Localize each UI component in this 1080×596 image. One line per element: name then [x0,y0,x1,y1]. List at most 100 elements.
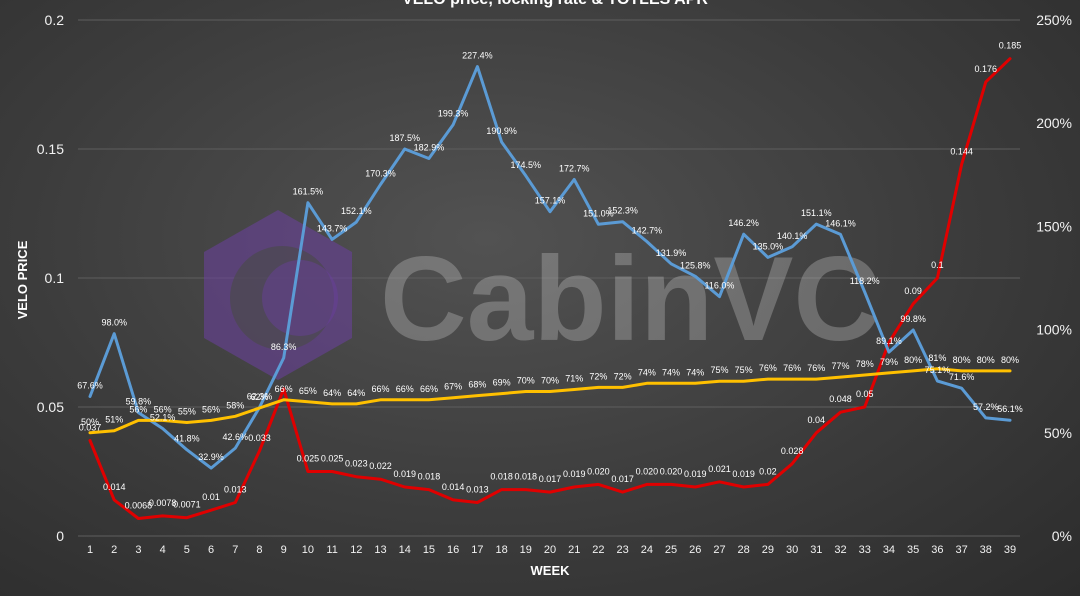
data-point [525,175,527,177]
data-label: 76% [783,363,801,373]
data-label: 80% [953,355,971,365]
x-tick-label: 35 [907,544,919,556]
x-tick-label: 22 [592,544,604,556]
data-label: 72% [589,371,607,381]
data-label: 0.019 [684,469,707,479]
x-tick-label: 25 [665,544,677,556]
data-label: 0.025 [321,454,344,464]
y2-tick-label: 0% [1052,528,1072,544]
data-point [864,291,866,293]
data-label: 0.02 [759,466,777,476]
x-tick-label: 28 [738,544,750,556]
data-point [670,263,672,265]
x-tick-label: 38 [980,544,992,556]
data-label: 66% [396,384,414,394]
data-point [282,399,284,401]
data-label: 86.3% [271,342,297,352]
data-label: 0.020 [636,466,659,476]
x-tick-label: 14 [399,544,411,556]
data-point [113,333,115,335]
data-label: 56% [202,404,220,414]
data-label: 140.1% [777,231,808,241]
x-tick-label: 34 [883,544,895,556]
data-label: 77% [832,361,850,371]
data-label: 0.1 [931,260,944,270]
x-tick-label: 29 [762,544,774,556]
data-label: 71.6% [949,372,975,382]
data-point [186,516,188,518]
data-label: 75% [710,365,728,375]
data-label: 142.7% [632,225,663,235]
x-tick-label: 37 [955,544,967,556]
x-tick-label: 30 [786,544,798,556]
data-point [113,499,115,501]
data-point [718,481,720,483]
data-label: 0.018 [418,472,441,482]
data-point [791,246,793,248]
data-point [258,450,260,452]
data-point [428,399,430,401]
data-label: 76% [759,363,777,373]
data-label: 76% [807,363,825,373]
data-point [864,374,866,376]
data-label: 81% [928,353,946,363]
data-point [936,277,938,279]
data-point [742,380,744,382]
data-point [452,397,454,399]
data-point [428,488,430,490]
data-point [1009,370,1011,372]
data-point [912,370,914,372]
data-label: 66% [420,384,438,394]
data-label: 0.020 [660,466,683,476]
x-tick-label: 10 [302,544,314,556]
data-label: 57.2% [973,402,999,412]
data-label: 152.1% [341,206,372,216]
data-point [404,399,406,401]
data-label: 62% [250,392,268,402]
data-point [718,380,720,382]
data-label: 67% [444,382,462,392]
y2-tick-label: 100% [1036,322,1072,338]
data-point [282,357,284,359]
data-point [864,406,866,408]
data-label: 125.8% [680,260,711,270]
data-label: 56% [129,404,147,414]
data-point [985,81,987,83]
data-point [113,430,115,432]
y2-tick-label: 50% [1044,425,1072,441]
data-point [234,447,236,449]
data-point [89,439,91,441]
data-label: 118.2% [850,276,880,286]
data-point [718,295,720,297]
y2-tick-label: 150% [1036,218,1072,234]
data-point [186,449,188,451]
data-label: 78% [856,359,874,369]
x-tick-label: 26 [689,544,701,556]
data-label: 71% [565,373,583,383]
data-label: 70% [541,376,559,386]
data-label: 0.019 [732,469,755,479]
x-axis-title: WEEK [531,563,571,578]
x-tick-label: 13 [374,544,386,556]
data-point [137,517,139,519]
data-label: 65% [299,386,317,396]
data-label: 0.014 [442,482,465,492]
data-label: 0.176 [975,64,998,74]
data-label: 80% [1001,355,1019,365]
x-tick-label: 31 [810,544,822,556]
data-point [621,491,623,493]
data-point [355,403,357,405]
data-point [355,475,357,477]
data-label: 0.023 [345,459,368,469]
data-label: 0.04 [808,415,826,425]
x-tick-label: 8 [256,544,262,556]
data-point [210,467,212,469]
data-point [549,491,551,493]
data-label: 51% [105,415,123,425]
data-label: 135.0% [753,241,784,251]
data-label: 74% [662,367,680,377]
data-point [307,470,309,472]
data-point [670,483,672,485]
data-point [525,488,527,490]
data-label: 75.1% [925,365,951,375]
